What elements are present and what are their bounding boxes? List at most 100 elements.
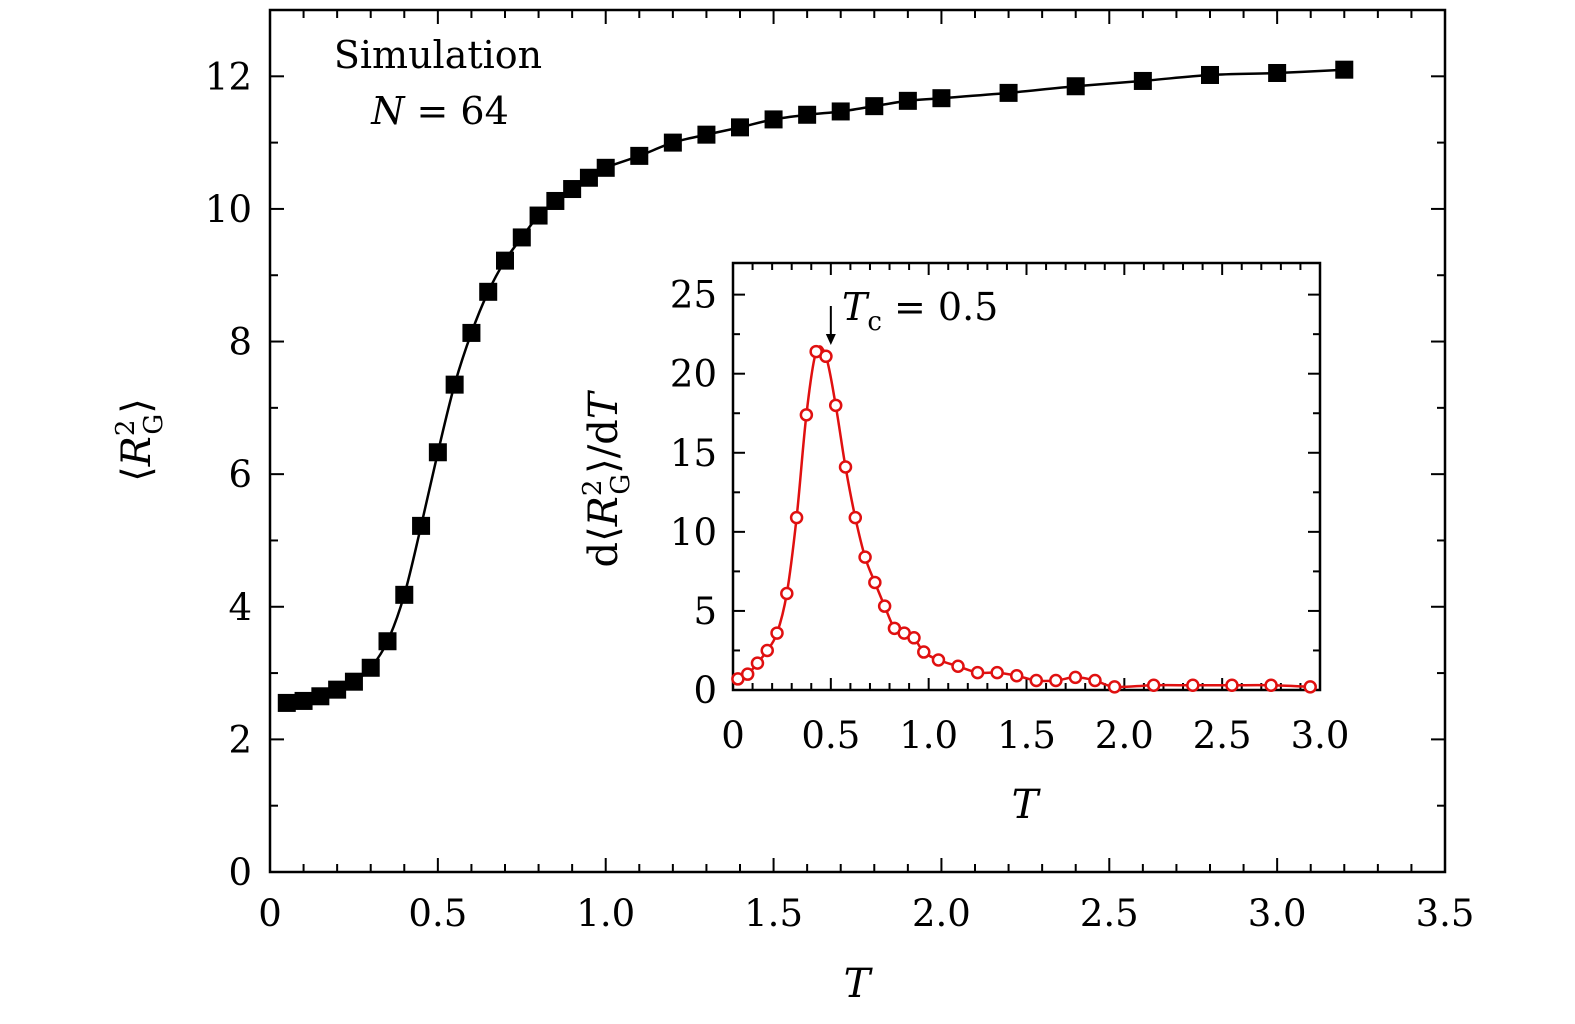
tc-arrow-head [825,334,836,345]
data-point-marker [877,599,892,613]
data-point-marker [760,643,774,658]
x-tick-label: 3.0 [1248,892,1307,935]
data-point-marker [731,118,749,137]
data-point-marker [1225,678,1239,693]
data-point-marker [868,575,882,590]
data-point-marker [1066,77,1085,96]
x-tick-label: 0.5 [801,714,860,757]
main-x-axis-label: T [844,961,874,1007]
data-point-marker [819,349,833,364]
y-tick-label: 2 [228,718,252,761]
x-tick-label: 2.5 [1193,714,1252,757]
data-point-marker [838,460,853,474]
data-point-marker [344,672,363,691]
main-y-label-subscript: G [139,414,169,435]
annotation-tc-subscript: c [867,307,882,337]
y-tick-label: 5 [693,590,717,633]
data-point-marker [596,158,615,177]
main-series-markers [277,60,1354,712]
y-tick-label: 10 [205,188,252,231]
annotation-tc-symbol: T [842,285,870,329]
inset-series-markers [731,344,1317,694]
data-point-marker [770,626,784,640]
inset-y-label-subscript: G [606,474,636,495]
data-point-marker [750,656,765,670]
x-tick-label: 1.5 [997,714,1056,757]
annotation-n-symbol: N [370,89,406,133]
data-point-marker [579,168,598,187]
annotation-n-value: = 64 [404,89,508,133]
inset-y-label-superscript: 2 [578,480,608,497]
inset-y-tick-labels: 0 5 10 15 20 25 [670,274,717,712]
data-point-marker [428,443,447,462]
data-point-marker [294,691,313,710]
data-point-marker [697,125,716,144]
main-y-label-symbol: R [114,436,160,467]
y-tick-label: 8 [228,321,252,364]
data-point-marker [907,631,921,645]
y-tick-label: 6 [228,453,252,496]
annotation-tc-value: = 0.5 [882,285,998,329]
data-point-marker [848,510,863,525]
annotation-tc: Tc = 0.5 [842,285,998,337]
inset-y-label-var: T [581,389,627,419]
data-point-marker [563,180,582,199]
x-tick-label: 2.5 [1080,892,1139,935]
inset-y-label-symbol: R [581,496,627,527]
main-ticks [269,9,1446,873]
data-point-marker [764,110,783,129]
y-tick-label: 0 [693,669,717,712]
data-point-marker [740,667,755,681]
inset-y-label-prefix: d⟨ [581,526,627,567]
x-tick-label: 2.0 [912,892,971,935]
main-x-tick-labels: 0 0.5 1.0 1.5 2.0 2.5 3.0 3.5 [258,892,1474,935]
data-point-marker [663,133,682,152]
data-point-marker [789,510,804,525]
annotation-simulation: Simulation [334,33,542,77]
data-point-marker [798,105,817,124]
data-point-marker [1146,678,1161,693]
data-point-marker [1186,678,1200,693]
data-point-marker [1107,680,1122,694]
data-point-marker [898,91,917,110]
data-point-marker [395,585,414,604]
main-plot-frame [268,8,1447,874]
data-point-marker [277,693,296,712]
x-tick-label: 0 [721,714,745,757]
data-point-marker [828,398,843,413]
data-point-marker [445,375,464,394]
data-point-marker [1088,673,1102,688]
data-point-marker [780,586,794,601]
data-point-marker [512,228,531,247]
data-point-marker [1303,680,1317,694]
data-point-marker [1029,673,1044,688]
data-point-marker [932,89,951,108]
data-point-marker [1201,65,1219,84]
x-tick-label: 1.5 [744,892,803,935]
inset-x-axis-label: T [1012,782,1042,828]
annotation-chain-length: N = 64 [370,89,509,133]
data-point-marker [1133,71,1152,90]
y-tick-label: 15 [670,432,717,475]
data-point-marker [479,282,498,301]
data-point-marker [328,680,347,699]
x-tick-label: 0 [258,892,282,935]
data-point-marker [831,102,850,121]
x-tick-label: 3.0 [1291,714,1350,757]
data-point-marker [931,653,946,667]
data-point-marker [378,632,397,651]
x-tick-label: 1.0 [899,714,958,757]
main-y-tick-labels: 0 2 4 6 8 10 12 [205,55,252,894]
data-point-marker [990,665,1004,680]
data-point-marker [529,206,548,225]
data-point-marker [1049,673,1063,688]
data-point-marker [970,665,985,680]
data-point-marker [1268,63,1287,82]
data-point-marker [1264,678,1278,693]
data-point-marker [951,659,965,674]
data-point-marker [361,658,380,677]
data-point-marker [999,83,1018,102]
data-point-marker [1068,670,1083,685]
y-tick-label: 10 [670,511,717,554]
